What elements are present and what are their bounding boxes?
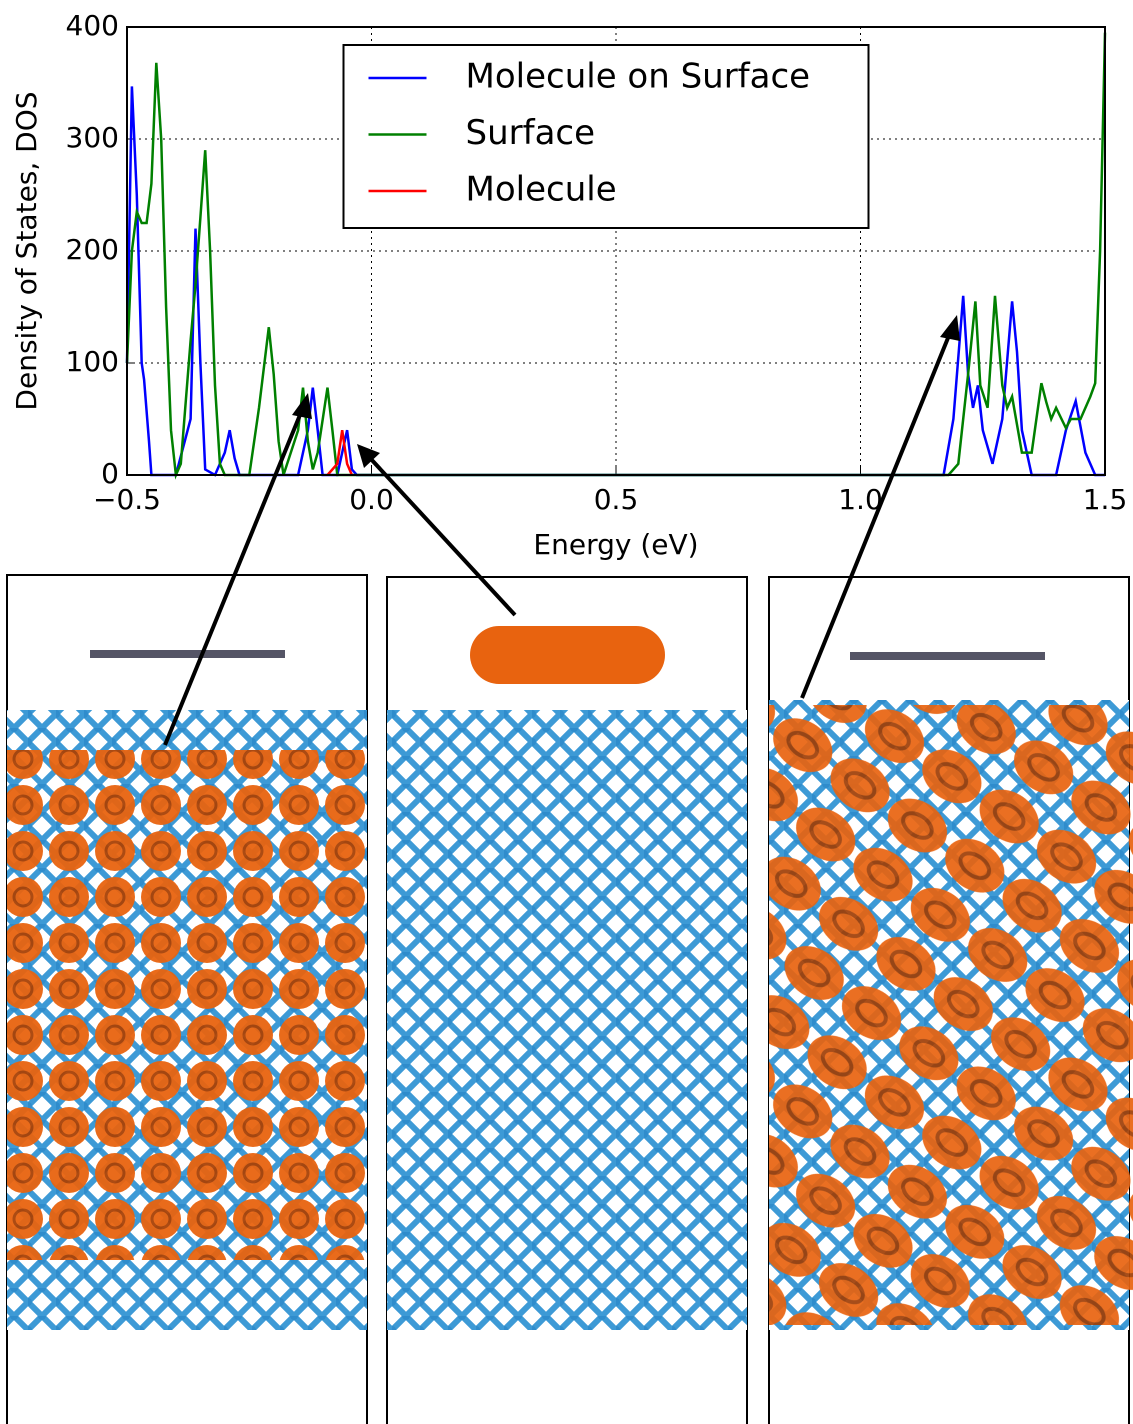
arrow (800, 332, 952, 699)
x-tick-label: −0.5 (93, 483, 161, 516)
surface-lattice (387, 710, 747, 1330)
arrow-head (357, 444, 380, 468)
series-line (326, 430, 354, 476)
molecule (90, 650, 285, 658)
x-tick-label: 0.5 (594, 483, 639, 516)
arrow-head (940, 315, 960, 341)
molecule (850, 652, 1045, 660)
x-tick-label: 1.0 (838, 483, 883, 516)
legend-label: Molecule (466, 170, 617, 210)
arrow (368, 456, 517, 617)
plot-frame (126, 26, 1106, 476)
series-line (125, 32, 1107, 480)
arrow (163, 409, 304, 746)
y-tick-label: 200 (66, 233, 119, 266)
x-tick-label: 1.5 (1083, 483, 1128, 516)
arrow-head (292, 393, 312, 419)
y-tick-label: 0 (101, 457, 119, 490)
orbital-density (7, 750, 367, 1260)
x-tick-label: 0.0 (349, 483, 394, 516)
y-tick-label: 300 (66, 121, 119, 154)
structure-panels (6, 574, 1133, 1424)
molecule-orbital (470, 626, 665, 684)
legend: Molecule on Surface Surface Molecule (342, 44, 870, 229)
orbital-density (769, 705, 1133, 1325)
legend-label: Molecule on Surface (466, 57, 811, 97)
legend-label: Surface (466, 113, 596, 153)
y-tick-label: 100 (66, 345, 119, 378)
y-tick-label: 400 (66, 9, 119, 42)
arrows (163, 315, 960, 746)
plot-area: 0 100 200 300 400 −0.5 0.0 0.5 1.0 1.5 Energy (eV)… (10, 9, 1127, 561)
y-axis-label: Density of States, DOS (10, 91, 43, 410)
x-axis-label: Energy (eV) (533, 528, 698, 561)
legend-frame (342, 44, 870, 229)
